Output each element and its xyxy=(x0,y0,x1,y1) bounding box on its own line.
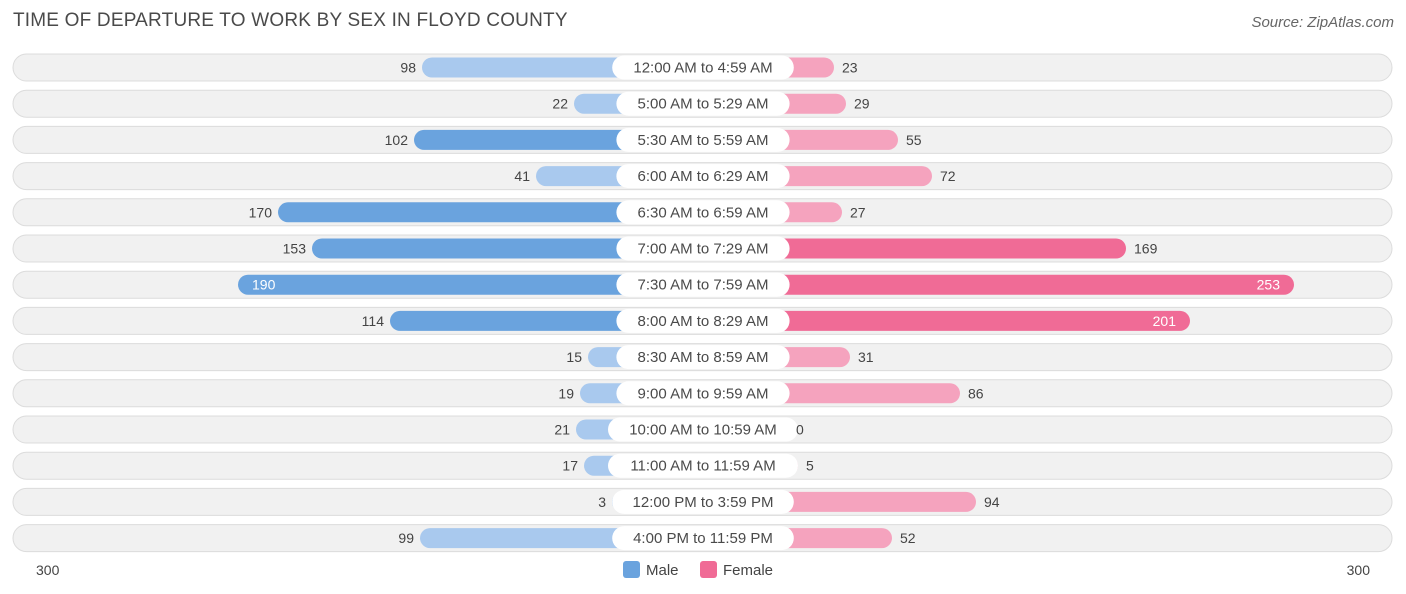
category-label: 6:00 AM to 6:29 AM xyxy=(638,168,769,185)
male-value-label: 102 xyxy=(385,132,409,148)
axis-left-label: 300 xyxy=(36,562,60,578)
male-value-label: 98 xyxy=(400,60,416,76)
female-value-label: 27 xyxy=(850,204,866,220)
category-label: 7:00 AM to 7:29 AM xyxy=(638,241,769,258)
female-value-label: 23 xyxy=(842,60,858,76)
male-value-label: 99 xyxy=(398,530,414,546)
male-value-label: 41 xyxy=(514,168,530,184)
male-value-label: 190 xyxy=(252,277,276,293)
category-label-pill xyxy=(616,381,790,406)
male-bar xyxy=(312,238,703,259)
category-label-pill xyxy=(616,200,790,225)
category-label-pill xyxy=(612,55,794,80)
male-value-label: 15 xyxy=(566,349,582,365)
category-label: 7:30 AM to 7:59 AM xyxy=(638,277,769,294)
category-label-pill xyxy=(608,417,798,442)
female-value-label: 169 xyxy=(1134,241,1158,257)
male-value-label: 114 xyxy=(362,313,385,329)
female-value-label: 253 xyxy=(1257,277,1281,293)
category-label: 9:00 AM to 9:59 AM xyxy=(638,385,769,402)
chart-title: TIME OF DEPARTURE TO WORK BY SEX IN FLOY… xyxy=(13,10,568,31)
category-label-pill xyxy=(612,526,794,551)
category-label-pill xyxy=(616,236,790,261)
male-value-label: 153 xyxy=(283,241,307,257)
category-label: 10:00 AM to 10:59 AM xyxy=(629,422,777,439)
category-label: 5:30 AM to 5:59 AM xyxy=(638,132,769,149)
female-value-label: 5 xyxy=(806,458,814,474)
female-value-label: 29 xyxy=(854,96,870,112)
legend-female-swatch xyxy=(700,561,717,578)
male-value-label: 19 xyxy=(558,385,574,401)
category-label-pill xyxy=(608,453,798,478)
female-value-label: 86 xyxy=(968,385,984,401)
category-label: 4:00 PM to 11:59 PM xyxy=(633,530,773,547)
female-value-label: 31 xyxy=(858,349,874,365)
male-value-label: 17 xyxy=(562,458,578,474)
category-label: 12:00 PM to 3:59 PM xyxy=(633,494,774,511)
female-value-label: 72 xyxy=(940,168,956,184)
female-bar xyxy=(703,274,1294,295)
category-label: 8:30 AM to 8:59 AM xyxy=(638,349,769,366)
female-bar xyxy=(703,238,1126,259)
male-value-label: 22 xyxy=(552,96,568,112)
female-bar xyxy=(703,310,1190,331)
female-value-label: 201 xyxy=(1153,313,1177,329)
female-value-label: 55 xyxy=(906,132,922,148)
category-label-pill xyxy=(616,164,790,189)
category-label-pill xyxy=(612,489,794,514)
legend-male-swatch xyxy=(623,561,640,578)
category-label-pill xyxy=(616,272,790,297)
axis-right-label: 300 xyxy=(1347,562,1371,578)
male-value-label: 21 xyxy=(554,422,570,438)
category-label-pill xyxy=(616,308,790,333)
category-label-pill xyxy=(616,91,790,116)
male-bar xyxy=(238,274,703,295)
category-label: 8:00 AM to 8:29 AM xyxy=(638,313,769,330)
category-label: 11:00 AM to 11:59 AM xyxy=(630,458,775,475)
category-label-pill xyxy=(616,345,790,370)
male-value-label: 3 xyxy=(598,494,606,510)
chart-source: Source: ZipAtlas.com xyxy=(1251,14,1394,31)
male-bar xyxy=(278,202,703,223)
female-value-label: 94 xyxy=(984,494,1000,510)
legend-male-label: Male xyxy=(646,562,679,579)
female-value-label: 52 xyxy=(900,530,916,546)
category-label-pill xyxy=(616,127,790,152)
category-label: 6:30 AM to 6:59 AM xyxy=(638,204,769,221)
category-label: 5:00 AM to 5:29 AM xyxy=(638,96,769,113)
female-value-label: 0 xyxy=(796,422,804,438)
male-value-label: 170 xyxy=(249,204,273,220)
legend-female-label: Female xyxy=(723,562,773,579)
category-label: 12:00 AM to 4:59 AM xyxy=(633,60,772,77)
